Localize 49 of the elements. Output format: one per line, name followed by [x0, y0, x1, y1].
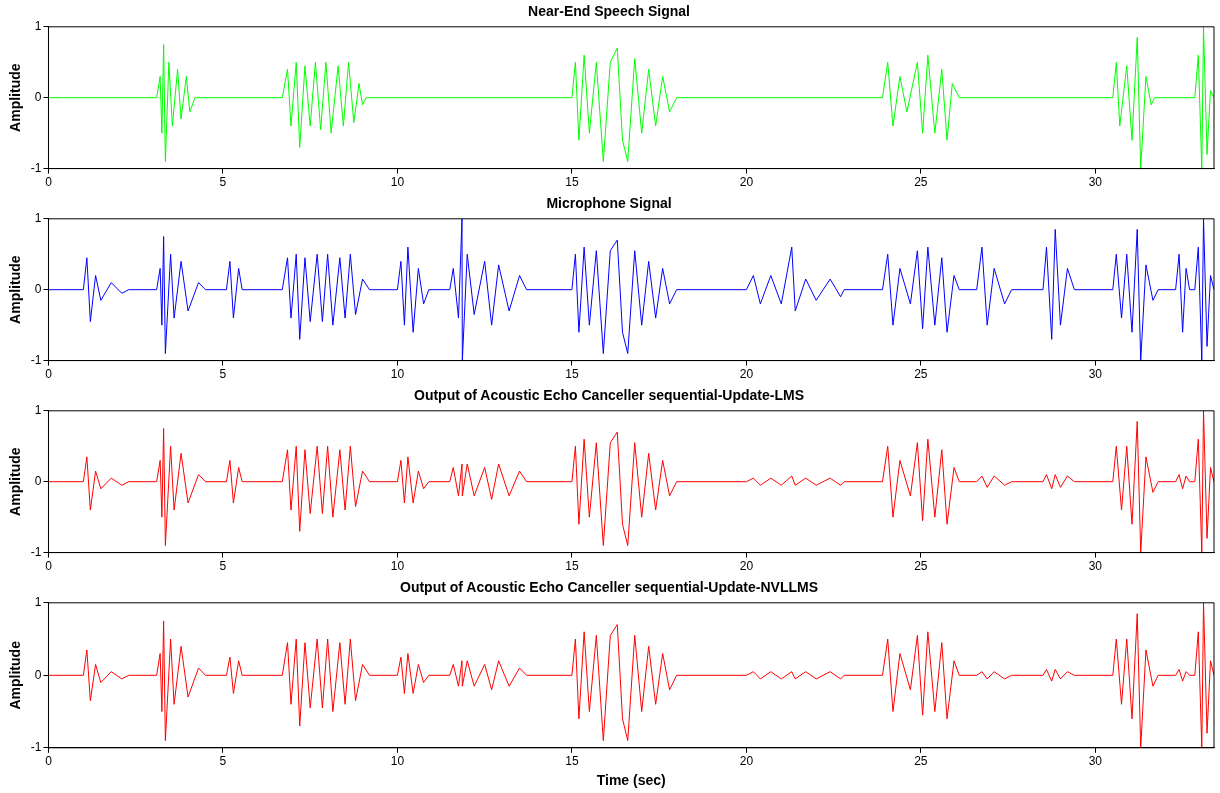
x-tick-label: 30 [1088, 175, 1103, 190]
y-axis-title: Amplitude [7, 63, 24, 132]
y-axis-title: Amplitude [7, 640, 24, 710]
y-tick-label: 1 [34, 211, 42, 226]
x-tick-label: 30 [1088, 367, 1103, 382]
y-tick-label: 1 [34, 403, 42, 418]
x-tick-label: 5 [219, 175, 227, 190]
x-tick-label: 10 [390, 559, 405, 574]
y-tick-label: 0 [34, 90, 42, 105]
x-tick-label: 25 [914, 175, 928, 190]
x-tick-label: 5 [219, 367, 227, 382]
chart-title: Output of Acoustic Echo Canceller sequential-Update-LMS [414, 387, 804, 404]
y-tick-label: -1 [30, 160, 42, 175]
x-tick-label: 15 [565, 175, 579, 190]
x-tick-label: 25 [914, 754, 928, 769]
x-tick-label: 10 [390, 367, 405, 382]
x-tick-label: 20 [739, 175, 754, 190]
x-tick-label: 5 [219, 559, 227, 574]
x-tick-label: 25 [914, 367, 928, 382]
y-tick-label: 0 [34, 667, 42, 682]
y-tick-label: -1 [30, 544, 42, 559]
x-tick-label: 20 [739, 559, 754, 574]
x-tick-label: 15 [565, 367, 579, 382]
x-tick-label: 0 [45, 559, 53, 574]
x-tick-label: 10 [390, 754, 405, 769]
y-tick-label: 0 [34, 282, 42, 297]
x-tick-label: 5 [219, 754, 227, 769]
x-tick-label: 0 [45, 754, 53, 769]
chart-title: Output of Acoustic Echo Canceller sequential-Update-NVLLMS [400, 579, 818, 596]
chart-title: Microphone Signal [546, 195, 672, 212]
y-axis-title: Amplitude [7, 255, 24, 324]
y-tick-label: 1 [34, 595, 42, 610]
y-tick-label: -1 [30, 740, 42, 755]
x-tick-label: 30 [1088, 754, 1103, 769]
y-tick-label: -1 [30, 352, 42, 367]
y-tick-label: 0 [34, 474, 42, 489]
y-axis-title: Amplitude [7, 447, 24, 516]
x-tick-label: 20 [739, 367, 754, 382]
chart-title: Near-End Speech Signal [528, 3, 690, 20]
y-tick-label: 1 [34, 19, 42, 34]
x-tick-label: 25 [914, 559, 928, 574]
x-tick-label: 30 [1088, 559, 1103, 574]
x-tick-label: 20 [739, 754, 754, 769]
x-tick-label: 10 [390, 175, 405, 190]
x-tick-label: 15 [565, 754, 579, 769]
x-tick-label: 15 [565, 559, 579, 574]
x-tick-label: 0 [45, 367, 53, 382]
x-tick-label: 0 [45, 175, 53, 190]
x-axis-title: Time (sec) [596, 772, 666, 789]
